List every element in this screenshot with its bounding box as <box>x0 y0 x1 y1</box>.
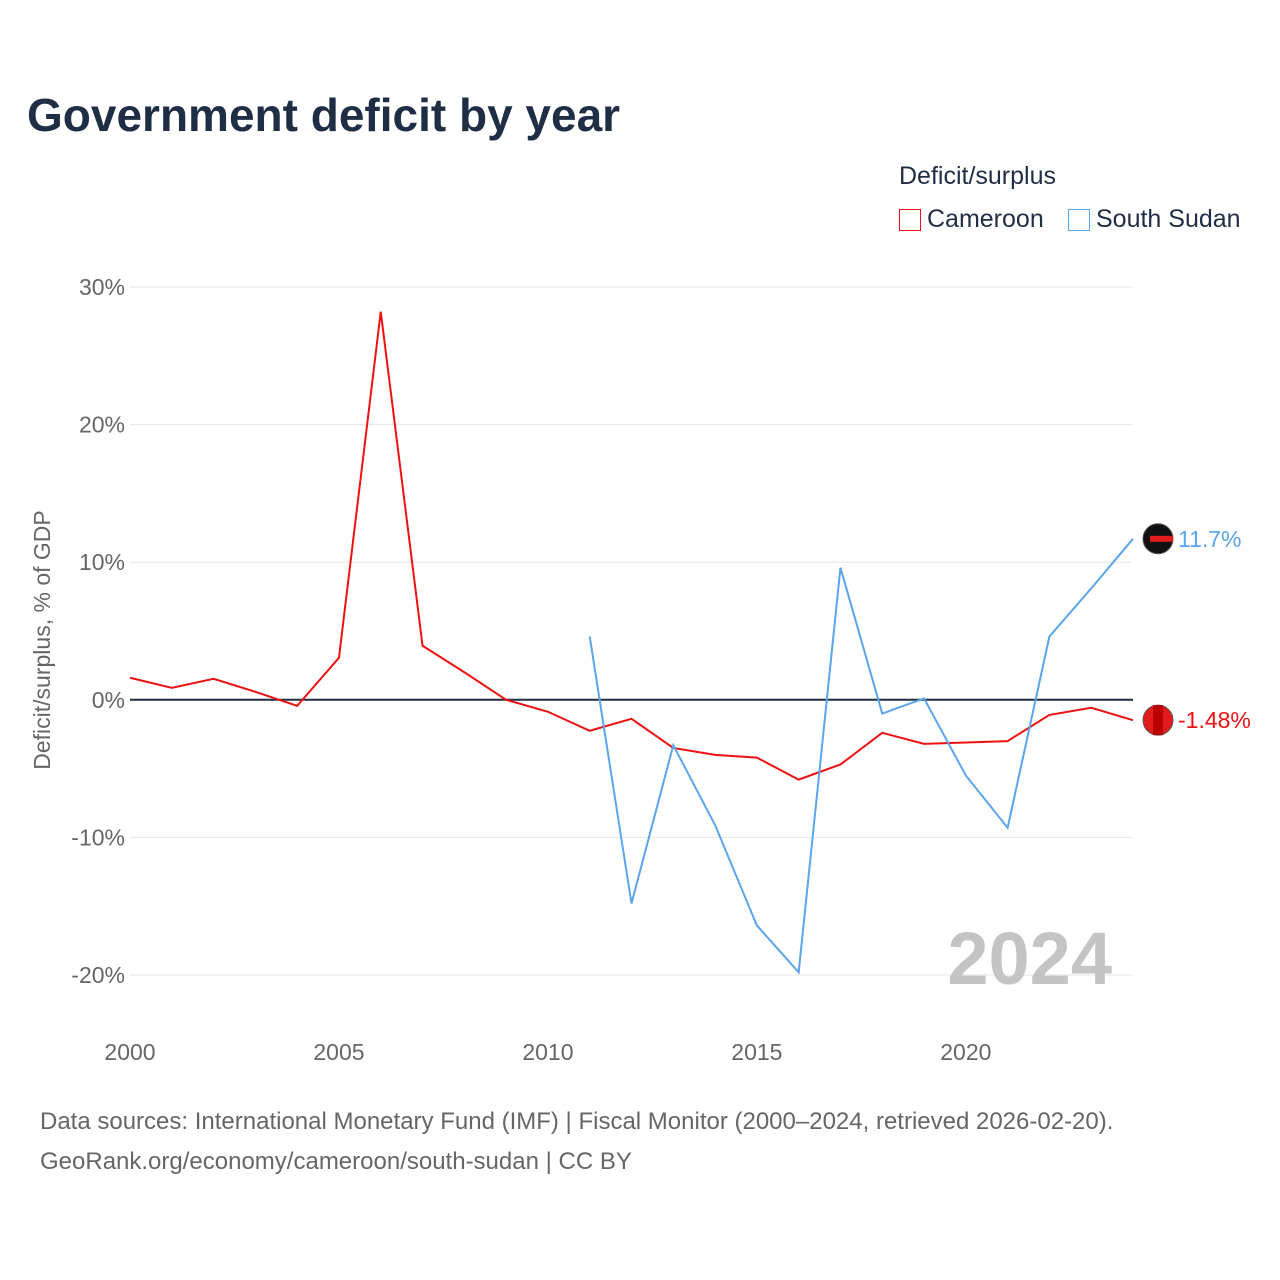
x-tick-label: 2000 <box>104 1039 155 1065</box>
y-tick-label: -20% <box>71 962 125 988</box>
flag-stripe <box>1150 535 1173 542</box>
legend-label: South Sudan <box>1096 205 1241 233</box>
footer-sources: Data sources: International Monetary Fun… <box>40 1108 1114 1135</box>
x-tick-label: 2015 <box>731 1039 782 1065</box>
y-tick-label: -10% <box>71 824 125 850</box>
legend-item-south-sudan[interactable]: South Sudan <box>1068 205 1241 234</box>
x-tick-label: 2005 <box>313 1039 364 1065</box>
series-line-cameroon <box>129 311 1134 781</box>
series-line-south-sudan <box>588 538 1134 975</box>
x-tick-label: 2010 <box>522 1039 573 1065</box>
end-value-label: -1.48% <box>1178 707 1251 733</box>
y-tick-label: 30% <box>79 274 125 300</box>
flag-stripe <box>1153 705 1163 736</box>
y-tick-label: 0% <box>92 687 125 713</box>
y-tick-label: 20% <box>79 412 125 438</box>
x-tick-label: 2020 <box>940 1039 991 1065</box>
footer-credit: GeoRank.org/economy/cameroon/south-sudan… <box>40 1148 632 1175</box>
y-tick-label: 10% <box>79 549 125 575</box>
legend-title: Deficit/surplus <box>899 162 1056 190</box>
y-axis-label: Deficit/surplus, % of GDP <box>29 510 55 769</box>
legend-swatch <box>899 208 921 231</box>
legend-label: Cameroon <box>927 205 1044 233</box>
chart-title: Government deficit by year <box>27 89 621 141</box>
legend-item-cameroon[interactable]: Cameroon <box>899 205 1044 234</box>
year-watermark: 2024 <box>947 917 1112 1000</box>
legend-swatch <box>1068 208 1090 231</box>
end-value-label: 11.7% <box>1178 526 1242 552</box>
